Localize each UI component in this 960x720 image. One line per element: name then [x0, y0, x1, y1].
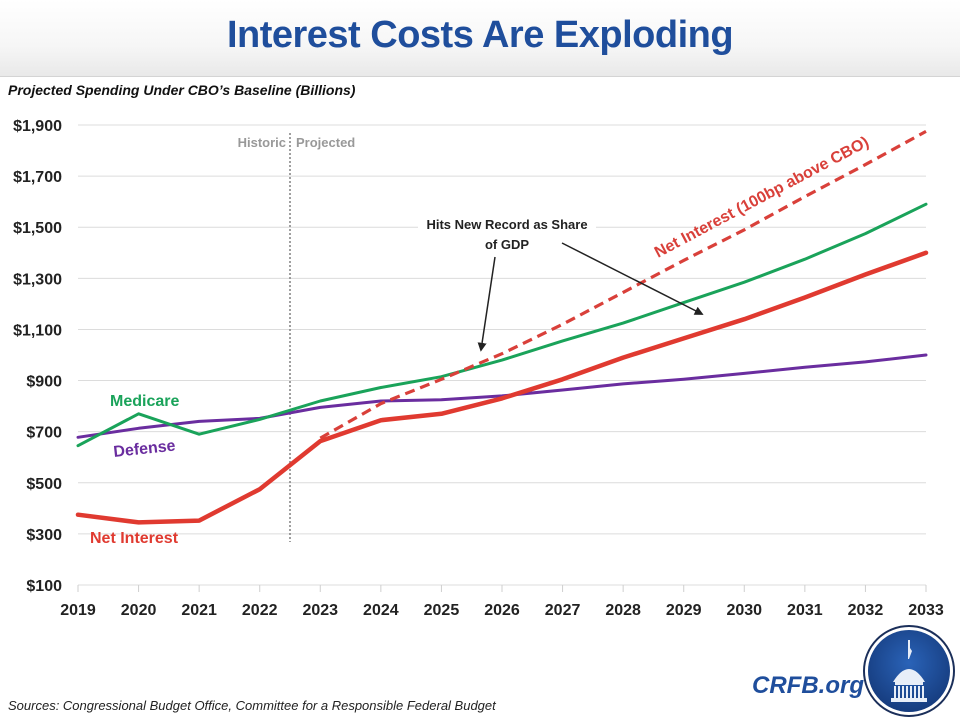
- x-tick-label: 2026: [484, 602, 520, 619]
- annotation-text-line2: of GDP: [485, 237, 529, 252]
- annotation: Hits New Record as Share of GDP: [418, 214, 704, 352]
- capitol-dome-icon: [863, 625, 955, 717]
- y-tick-label: $1,100: [13, 322, 62, 339]
- series-line-medicare: [76, 202, 928, 448]
- header-banner: Interest Costs Are Exploding: [0, 0, 960, 77]
- label-net-interest-100bp: Net Interest (100bp above CBO): [652, 134, 872, 262]
- y-tick-label: $300: [26, 527, 62, 544]
- series-line-defense: [76, 353, 928, 439]
- label-medicare: Medicare: [110, 393, 179, 410]
- x-tick-label: 2024: [363, 602, 399, 619]
- label-net-interest: Net Interest: [90, 530, 179, 547]
- y-tick-label: $1,500: [13, 220, 62, 237]
- y-tick-label: $500: [26, 476, 62, 493]
- y-tick-label: $1,300: [13, 271, 62, 288]
- series-line-net-interest-100bp-above-cbo: [319, 129, 927, 440]
- chart-title: Interest Costs Are Exploding: [226, 14, 734, 56]
- x-tick-label: 2027: [545, 602, 581, 619]
- chart-subtitle: Projected Spending Under CBO’s Baseline …: [8, 82, 356, 98]
- series-lines: [75, 129, 929, 525]
- x-tick-label: 2022: [242, 602, 278, 619]
- y-tick-label: $700: [26, 425, 62, 442]
- annotation-arrow-left: [477, 256, 496, 352]
- y-axis-ticks: $100 $300 $500 $700 $900 $1,100 $1,300 $1,500 $1…: [13, 118, 62, 595]
- series-line-net-interest: [75, 250, 929, 525]
- y-tick-label: $1,900: [13, 118, 62, 135]
- y-tick-label: $1,700: [13, 169, 62, 186]
- x-tick-label: 2028: [605, 602, 641, 619]
- x-tick-label: 2020: [121, 602, 157, 619]
- annotation-text-line1: Hits New Record as Share: [426, 217, 587, 232]
- historic-projected-divider: Historic Projected: [238, 133, 355, 542]
- x-axis: 2019 2020 2021 2022 2023 2024 2025 2026 2027 2028…: [60, 585, 944, 619]
- x-tick-label: 2032: [848, 602, 884, 619]
- y-tick-label: $100: [26, 578, 62, 595]
- sources-note: Sources: Congressional Budget Office, Co…: [8, 698, 496, 713]
- series-labels: Medicare Defense Net Interest Net Interest …: [90, 134, 872, 547]
- label-defense: Defense: [113, 438, 177, 461]
- x-tick-label: 2021: [181, 602, 217, 619]
- annotation-bg: [418, 214, 596, 232]
- x-tick-label: 2029: [666, 602, 702, 619]
- x-tick-label: 2033: [908, 602, 944, 619]
- gridlines: [78, 124, 926, 586]
- x-tick-label: 2030: [726, 602, 762, 619]
- x-tick-label: 2023: [302, 602, 338, 619]
- y-tick-label: $900: [26, 374, 62, 391]
- x-tick-label: 2031: [787, 602, 823, 619]
- annotation-arrow-right: [561, 242, 704, 315]
- x-tick-label: 2025: [424, 602, 460, 619]
- projected-label: Projected: [296, 135, 355, 150]
- x-tick-label: 2019: [60, 602, 96, 619]
- brand-link[interactable]: CRFB.org: [752, 672, 864, 699]
- historic-label: Historic: [238, 135, 286, 150]
